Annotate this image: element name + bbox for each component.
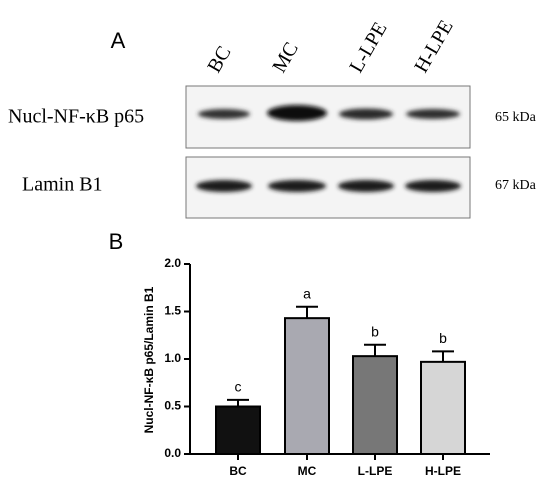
- y-tick-label: 0.5: [164, 399, 181, 413]
- blot-size-label: 65 kDa: [495, 110, 537, 125]
- blot-row-label: Nucl-NF-κB p65: [8, 106, 144, 128]
- blot-size-label: 67 kDa: [495, 178, 537, 193]
- bar: [215, 405, 261, 455]
- panel-label: B: [109, 229, 124, 254]
- bar-annotation: a: [303, 285, 311, 301]
- lane-label: MC: [268, 39, 303, 77]
- y-tick-label: 0.0: [164, 446, 181, 460]
- blot-bands: [196, 105, 461, 192]
- bar: [352, 355, 398, 455]
- x-tick-label: H-LPE: [425, 464, 461, 478]
- y-tick-label: 1.5: [164, 304, 181, 318]
- x-tick-label: BC: [229, 464, 247, 478]
- lane-label: BC: [203, 42, 235, 76]
- bar: [420, 360, 466, 456]
- panel-label: A: [111, 28, 126, 53]
- bar-annotation: b: [439, 330, 447, 346]
- blot-row-label: Lamin B1: [22, 174, 103, 196]
- lane-label: L-LPE: [345, 18, 391, 76]
- x-tick-label: L-LPE: [358, 464, 393, 478]
- y-axis-title: Nucl-NF-κB p65/Lamin B1: [142, 286, 156, 433]
- bar: [284, 317, 330, 455]
- bar-annotation: b: [371, 323, 379, 339]
- blot-lane-labels: BC MC L-LPE H-LPE: [203, 16, 457, 76]
- y-tick-label: 2.0: [164, 256, 181, 270]
- x-tick-label: MC: [298, 464, 317, 478]
- plot: 0.0 0.5 1.0 1.5 2.0 BC c MC a L-LPE b H-LPE b: [164, 256, 490, 478]
- lane-label: H-LPE: [410, 16, 457, 76]
- bar-annotation: c: [235, 379, 242, 395]
- y-tick-label: 1.0: [164, 351, 181, 365]
